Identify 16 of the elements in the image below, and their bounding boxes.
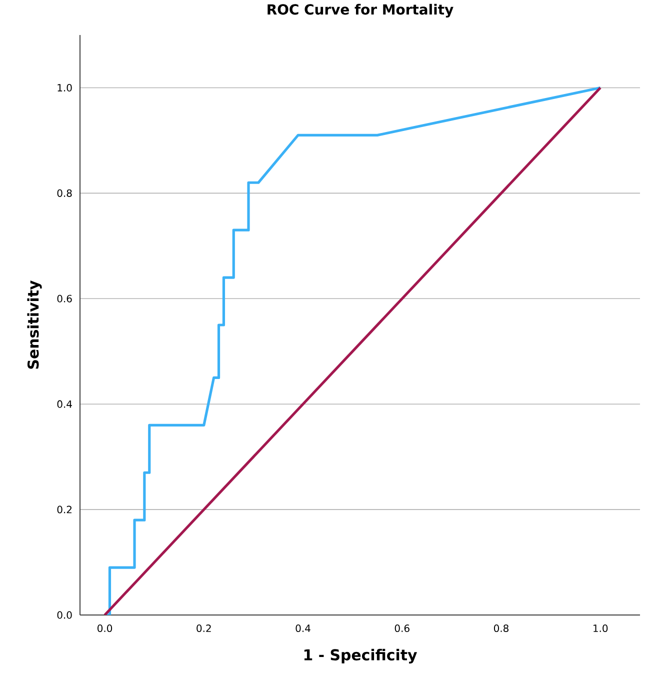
x-tick-label: 0.8 [494,624,508,632]
x-tick-label: 1.0 [594,624,608,632]
y-tick-label: 1.0 [58,84,72,92]
x-tick-label: 0.4 [296,624,310,632]
x-axis-title: 1 - Specificity [304,648,417,664]
y-tick-label: 0.2 [57,506,72,514]
x-tick-label: 0.0 [98,624,112,632]
x-tick-label: 0.2 [196,624,211,632]
line-series [103,86,602,615]
x-tick-label: 0.6 [394,624,410,632]
chart-title: ROC Curve for Mortality [268,4,454,18]
y-tick-label: 0.0 [57,611,72,619]
y-tick-label: 0.8 [57,189,72,197]
y-axis-title: Sensitivity [27,280,42,369]
y-tick-label: 0.4 [57,400,72,408]
y-tick-label: 0.6 [57,294,72,302]
